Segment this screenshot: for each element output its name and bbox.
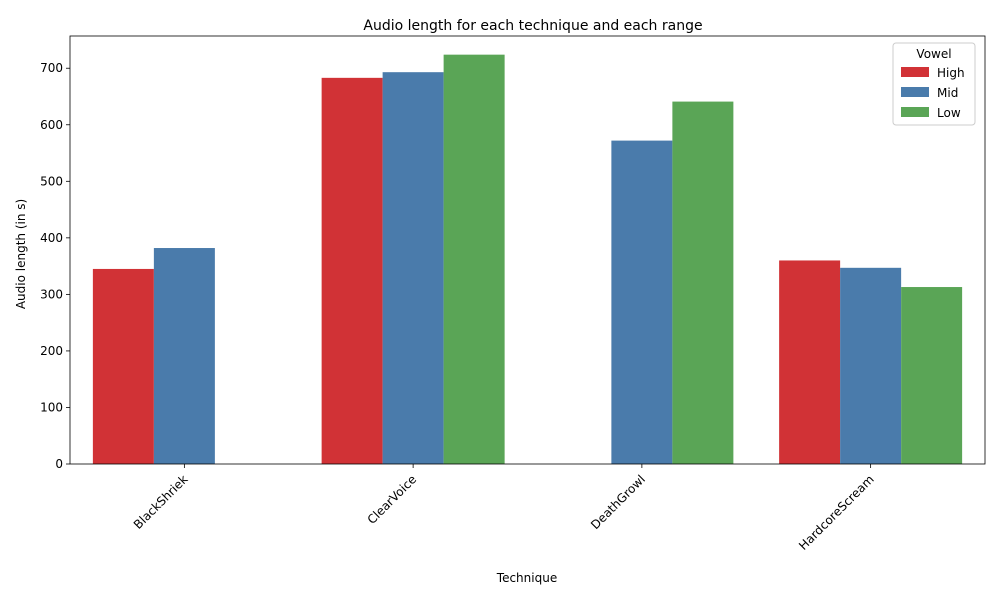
y-tick-label: 0 xyxy=(55,457,63,471)
legend-label-low: Low xyxy=(937,106,961,120)
legend-label-high: High xyxy=(937,66,965,80)
bar-hardcorescream-low xyxy=(901,287,963,464)
legend-swatch-mid xyxy=(901,87,929,97)
x-tick-label: HardcoreScream xyxy=(796,472,877,553)
bar-hardcorescream-high xyxy=(779,260,841,464)
bar-hardcorescream-mid xyxy=(840,267,902,464)
legend-swatch-low xyxy=(901,107,929,117)
bar-deathgrowl-low xyxy=(672,101,734,464)
y-tick-label: 200 xyxy=(40,344,63,358)
x-tick-label: BlackShriek xyxy=(131,472,191,532)
y-tick-label: 100 xyxy=(40,400,63,414)
legend-label-mid: Mid xyxy=(937,86,958,100)
x-axis-label: Technique xyxy=(496,571,557,585)
chart-title: Audio length for each technique and each… xyxy=(363,18,702,34)
y-tick-label: 700 xyxy=(40,61,63,75)
x-tick-label: ClearVoice xyxy=(365,472,420,527)
bar-blackshriek-mid xyxy=(153,248,215,464)
bar-blackshriek-high xyxy=(92,268,154,464)
bar-deathgrowl-mid xyxy=(611,140,673,464)
legend: Vowel High Mid Low xyxy=(892,42,976,126)
y-tick-label: 300 xyxy=(40,287,63,301)
legend-box xyxy=(892,42,976,126)
bar-clearvoice-low xyxy=(443,54,505,464)
legend-title: Vowel xyxy=(916,47,951,61)
x-tick-label: DeathGrowl xyxy=(588,472,648,532)
y-axis-label: Audio length (in s) xyxy=(14,199,28,309)
x-axis: BlackShriek ClearVoice DeathGrowl HardcoreS… xyxy=(131,464,877,553)
bar-clearvoice-high xyxy=(321,77,383,464)
plot-frame xyxy=(69,35,986,465)
y-tick-label: 600 xyxy=(40,118,63,132)
y-tick-label: 400 xyxy=(40,231,63,245)
y-tick-label: 500 xyxy=(40,174,63,188)
legend-swatch-high xyxy=(901,67,929,77)
y-axis: 0 100 200 300 400 500 600 700 xyxy=(40,61,70,471)
plot-area xyxy=(92,54,963,465)
bar-clearvoice-mid xyxy=(382,72,444,465)
